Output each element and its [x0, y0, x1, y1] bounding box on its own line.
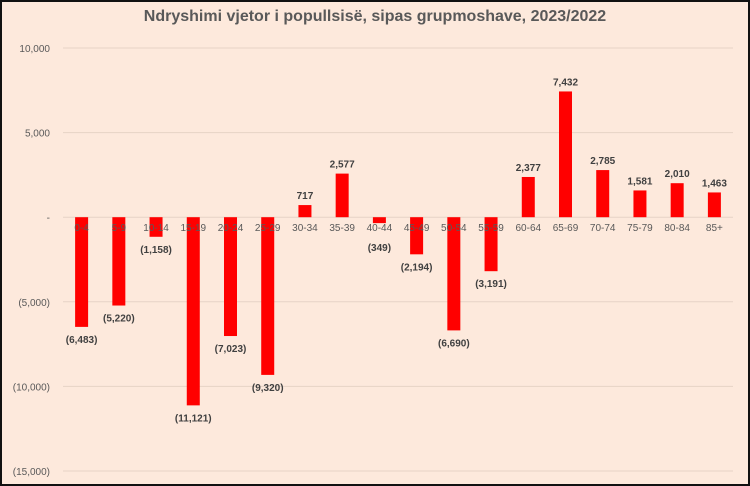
data-label: (6,483)	[66, 335, 98, 346]
data-label: (2,194)	[401, 262, 433, 273]
data-label: 1,463	[702, 178, 727, 189]
bar	[112, 217, 126, 306]
bar	[559, 91, 572, 218]
x-tick-label: 50-54	[441, 223, 467, 234]
y-tick-label: (15,000)	[13, 467, 50, 478]
bar	[521, 176, 535, 218]
data-label: 2,577	[330, 160, 355, 171]
y-tick-label: 10,000	[19, 44, 50, 55]
data-label: (349)	[368, 243, 391, 254]
bar	[335, 173, 349, 218]
bar	[596, 170, 610, 218]
data-label: (7,023)	[215, 344, 247, 355]
x-tick-label: 75-79	[627, 223, 653, 234]
x-tick-label: 35-39	[329, 223, 355, 234]
x-tick-label: 25-29	[255, 223, 281, 234]
bar	[447, 217, 461, 331]
data-label: 1,581	[627, 176, 652, 187]
x-tick-label: 30-34	[292, 223, 318, 234]
data-label: (11,121)	[175, 413, 212, 424]
data-label: 717	[297, 191, 314, 202]
bar	[707, 192, 721, 218]
x-tick-label: 15-19	[180, 223, 206, 234]
bar	[633, 190, 647, 218]
x-tick-label: 40-44	[367, 223, 393, 234]
data-label: (3,191)	[475, 279, 507, 290]
y-tick-label: -	[47, 213, 50, 224]
data-label: (6,690)	[438, 338, 470, 349]
bar	[484, 217, 498, 272]
data-label: 2,785	[590, 156, 615, 167]
x-tick-label: 20-24	[218, 223, 244, 234]
x-tick-label: 45-49	[404, 223, 430, 234]
y-tick-label: (5,000)	[18, 298, 50, 309]
bar	[75, 217, 89, 327]
data-label: 2,377	[516, 163, 541, 174]
y-tick-label: 5,000	[25, 129, 50, 140]
x-tick-label: 65-69	[553, 223, 579, 234]
bar	[410, 217, 424, 255]
data-label: (1,158)	[140, 245, 172, 256]
x-tick-label: 55-59	[478, 223, 504, 234]
x-tick-label: 5-9	[112, 223, 127, 234]
x-tick-label: 80-84	[664, 223, 690, 234]
bar	[372, 217, 386, 224]
y-tick-label: (10,000)	[13, 382, 50, 393]
x-tick-label: 60-64	[515, 223, 541, 234]
bar	[186, 217, 200, 406]
bar	[670, 183, 684, 218]
bar	[224, 217, 237, 337]
bar	[298, 205, 312, 218]
data-label: 7,432	[553, 77, 578, 88]
data-label: 2,010	[665, 169, 690, 180]
x-tick-label: 0-4	[74, 223, 89, 234]
data-label: (9,320)	[252, 383, 284, 394]
bar	[261, 217, 275, 375]
x-tick-label: 85+	[706, 223, 723, 234]
x-tick-label: 70-74	[590, 223, 616, 234]
x-tick-label: 10-14	[143, 223, 169, 234]
data-label: (5,220)	[103, 314, 135, 325]
bar	[149, 217, 163, 237]
chart-title: Ndryshimi vjetor i popullsisë, sipas gru…	[143, 8, 607, 25]
